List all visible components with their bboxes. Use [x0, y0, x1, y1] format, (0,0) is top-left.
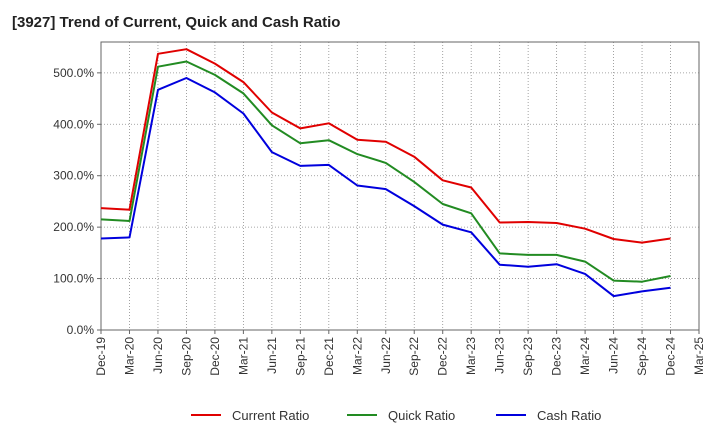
x-axis-ticks: Dec-19 Mar-20 Jun-20 Sep-20 Dec-20 Mar-21 Jun-… — [94, 330, 706, 376]
legend-label-current-ratio: Current Ratio — [232, 408, 309, 423]
x-tick-label: Dec-23 — [550, 337, 564, 376]
y-tick-label: 0.0% — [67, 323, 95, 337]
y-tick-label: 400.0% — [53, 117, 94, 131]
plot-frame — [100, 41, 700, 331]
x-tick-label: Dec-24 — [664, 337, 678, 376]
y-tick-label: 300.0% — [53, 169, 94, 183]
x-tick-label: Dec-21 — [322, 337, 336, 376]
y-tick-label: 200.0% — [53, 220, 94, 234]
x-tick-label: Jun-24 — [607, 337, 621, 374]
legend-label-quick-ratio: Quick Ratio — [388, 408, 455, 423]
x-tick-label: Dec-22 — [436, 337, 450, 376]
x-tick-label: Mar-21 — [236, 337, 250, 375]
x-tick-label: Sep-24 — [635, 337, 649, 376]
x-tick-label: Mar-25 — [692, 337, 706, 375]
grid-layer — [100, 42, 700, 331]
x-tick-label: Dec-19 — [94, 337, 108, 376]
x-tick-label: Sep-23 — [521, 337, 535, 376]
x-tick-label: Mar-20 — [122, 337, 136, 375]
x-tick-label: Dec-20 — [208, 337, 222, 376]
y-tick-label: 100.0% — [53, 272, 94, 286]
x-tick-label: Mar-23 — [464, 337, 478, 375]
x-tick-label: Sep-22 — [407, 337, 421, 376]
x-tick-label: Jun-22 — [379, 337, 393, 374]
x-tick-label: Sep-21 — [293, 337, 307, 376]
x-tick-label: Mar-22 — [350, 337, 364, 375]
x-tick-label: Jun-23 — [493, 337, 507, 374]
series-layer — [100, 48, 671, 298]
x-tick-label: Sep-20 — [179, 337, 193, 376]
x-tick-label: Jun-21 — [265, 337, 279, 374]
series-line-current-ratio — [100, 48, 671, 244]
series-line-quick-ratio — [100, 60, 671, 283]
chart-title: [3927] Trend of Current, Quick and Cash … — [12, 14, 341, 31]
y-tick-label: 500.0% — [53, 66, 94, 80]
series-line-cash-ratio — [100, 77, 671, 298]
y-axis-ticks: 0.0% 100.0% 200.0% 300.0% 400.0% 500.0% — [53, 66, 101, 337]
x-tick-label: Jun-20 — [151, 337, 165, 374]
legend: Current Ratio Quick Ratio Cash Ratio — [191, 408, 601, 423]
x-tick-label: Mar-24 — [578, 337, 592, 375]
legend-label-cash-ratio: Cash Ratio — [537, 408, 601, 423]
